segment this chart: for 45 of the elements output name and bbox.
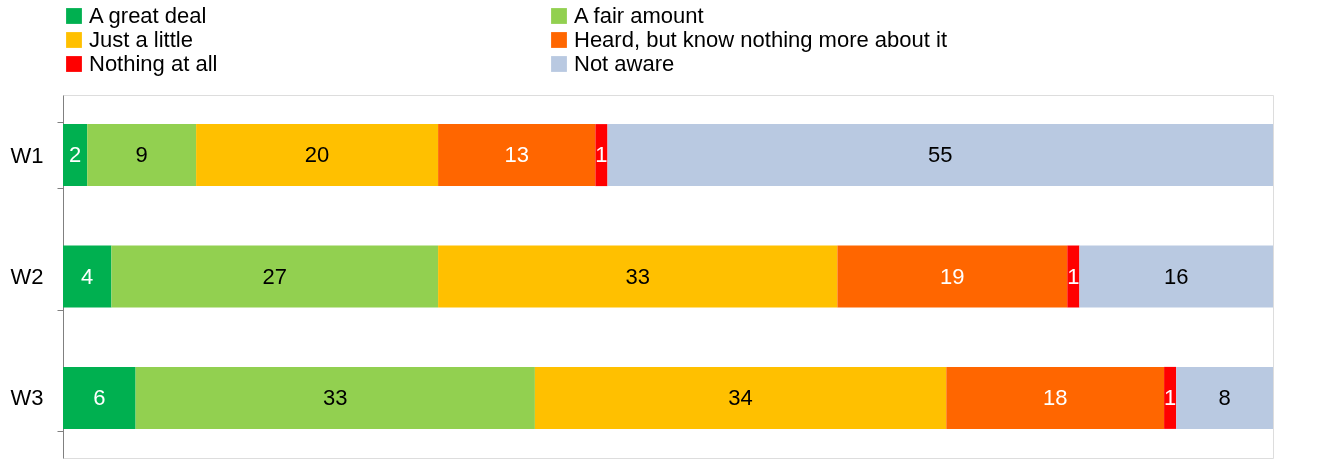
bar xyxy=(196,124,439,187)
bar xyxy=(1164,366,1177,429)
data-label: 33 xyxy=(625,263,650,289)
y-tick-label: W2 xyxy=(10,264,44,289)
legend-label: Just a little xyxy=(89,27,193,52)
data-label: 20 xyxy=(304,142,330,168)
data-label: 33 xyxy=(323,384,348,410)
bar xyxy=(63,366,136,429)
legend-label: A great deal xyxy=(89,3,207,28)
bar xyxy=(438,124,596,187)
data-label: 18 xyxy=(1042,384,1068,410)
data-label: 9 xyxy=(135,142,148,168)
y-tick-label: W1 xyxy=(10,142,44,168)
data-label: 8 xyxy=(1218,384,1231,410)
bar xyxy=(438,245,838,308)
bar xyxy=(595,124,608,187)
bar xyxy=(1079,245,1273,308)
bar xyxy=(63,124,88,187)
bar xyxy=(946,366,1165,429)
data-label: 19 xyxy=(940,263,965,289)
legend-label: Nothing at all xyxy=(89,51,218,76)
bar xyxy=(87,124,197,187)
bar xyxy=(111,245,439,308)
bar xyxy=(1067,245,1080,308)
data-label: 1 xyxy=(1164,384,1177,410)
bar xyxy=(63,245,112,308)
data-label: 13 xyxy=(504,142,529,168)
data-label: 2 xyxy=(68,142,82,168)
data-label: 16 xyxy=(1163,263,1189,289)
y-tick-label: W3 xyxy=(10,385,44,411)
bar xyxy=(1176,366,1273,429)
legend-label: A fair amount xyxy=(574,3,704,28)
data-label: 34 xyxy=(728,384,753,410)
data-label: 55 xyxy=(928,142,953,168)
data-label: 1 xyxy=(595,142,608,168)
bar xyxy=(837,245,1068,308)
bar xyxy=(607,124,1273,187)
legend-label: Not aware xyxy=(574,51,675,76)
data-label: 6 xyxy=(93,384,106,410)
bar xyxy=(534,366,947,429)
data-label: 4 xyxy=(81,263,94,289)
bar xyxy=(135,366,535,429)
data-label: 1 xyxy=(1067,263,1080,289)
data-label: 27 xyxy=(262,263,287,289)
legend-label: Heard, but know nothing more about it xyxy=(574,27,948,52)
